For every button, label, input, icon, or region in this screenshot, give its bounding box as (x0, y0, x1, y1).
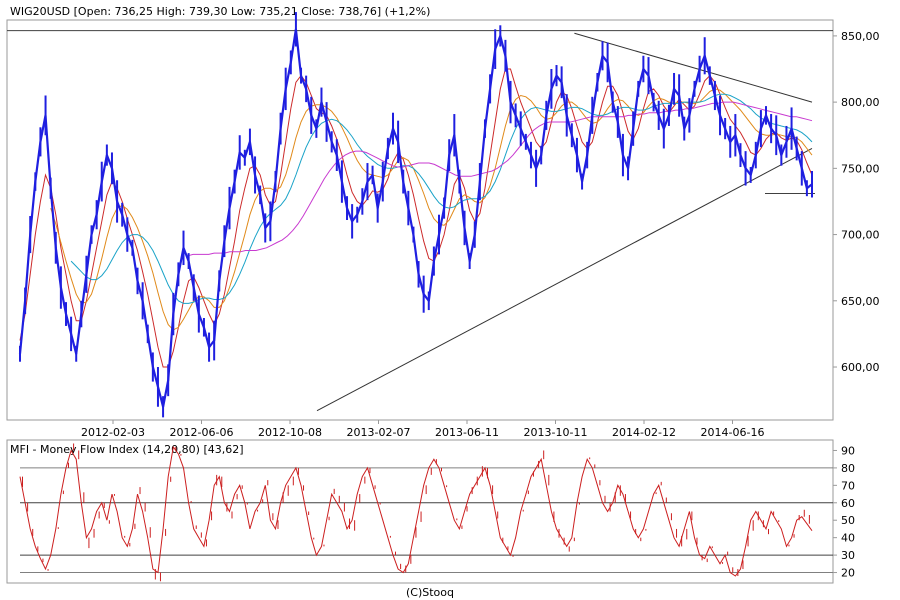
price-x-tick-label: 2014-02-12 (612, 426, 676, 439)
price-y-tick-label: 750,00 (841, 162, 880, 175)
mfi-y-tick-label: 60 (841, 497, 855, 510)
mfi-y-tick-label: 30 (841, 549, 855, 562)
moving-average-line (187, 101, 813, 257)
price-y-tick-label: 600,00 (841, 361, 880, 374)
mfi-y-tick-label: 70 (841, 479, 855, 492)
mfi-series-group (19, 443, 833, 582)
footer-credit: (C)Stooq (406, 586, 454, 599)
trendline (574, 32, 813, 103)
price-y-tick-label: 650,00 (841, 295, 880, 308)
price-x-tick-label: 2013-06-11 (435, 426, 499, 439)
mfi-panel: MFI - Money Flow Index (14,20,80) [43,62… (6, 439, 855, 584)
price-x-tick-label: 2013-02-07 (347, 426, 411, 439)
price-series-group (7, 12, 833, 418)
price-x-tick-label: 2012-06-06 (170, 426, 234, 439)
mfi-chart-title: MFI - Money Flow Index (14,20,80) [43,62… (10, 443, 244, 456)
mfi-panel-frame (6, 439, 834, 584)
mfi-y-axis: 20 30 40 50 60 70 80 90 (833, 444, 855, 580)
price-y-tick-label: 850,00 (841, 30, 880, 43)
price-x-axis: 2012-02-03 2012-06-06 2012-10-08 2013-02-07… (81, 420, 764, 439)
mfi-y-tick-label: 20 (841, 567, 855, 580)
price-y-tick-label: 700,00 (841, 229, 880, 242)
mfi-y-tick-label: 40 (841, 532, 855, 545)
price-chart-title: WIG20USD [Open: 736,25 High: 739,30 Low:… (10, 5, 430, 18)
mfi-y-tick-label: 90 (841, 444, 855, 457)
mfi-y-tick-label: 50 (841, 514, 855, 527)
mfi-series-line (19, 445, 813, 577)
price-x-tick-label: 2012-10-08 (258, 426, 322, 439)
price-panel: WIG20USD [Open: 736,25 High: 739,30 Low:… (6, 5, 880, 439)
trendline (316, 148, 813, 412)
price-y-axis: 600,00 650,00 700,00 750,00 800,00 850,00 (833, 30, 880, 374)
price-x-tick-label: 2013-10-11 (524, 426, 588, 439)
price-x-tick-label: 2014-06-16 (701, 426, 765, 439)
mfi-y-tick-label: 80 (841, 462, 855, 475)
price-y-tick-label: 800,00 (841, 96, 880, 109)
price-x-tick-label: 2012-02-03 (81, 426, 145, 439)
